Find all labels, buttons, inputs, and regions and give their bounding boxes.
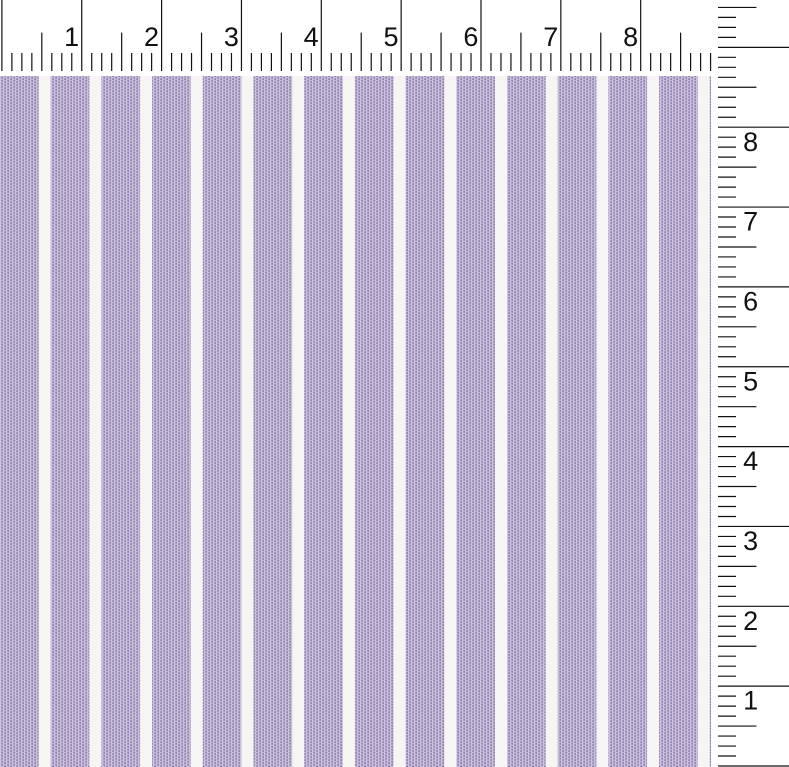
svg-text:3: 3 [224,22,239,52]
svg-text:4: 4 [743,446,758,476]
svg-text:1: 1 [743,686,758,716]
svg-text:6: 6 [743,286,758,316]
svg-text:8: 8 [623,22,638,52]
svg-text:1: 1 [64,22,79,52]
svg-text:6: 6 [463,22,478,52]
svg-text:7: 7 [543,22,558,52]
svg-text:4: 4 [304,22,319,52]
svg-text:8: 8 [743,127,758,157]
svg-text:5: 5 [384,22,399,52]
svg-text:2: 2 [144,22,159,52]
svg-text:7: 7 [743,207,758,237]
svg-text:3: 3 [743,526,758,556]
svg-text:2: 2 [743,606,758,636]
svg-text:5: 5 [743,366,758,396]
